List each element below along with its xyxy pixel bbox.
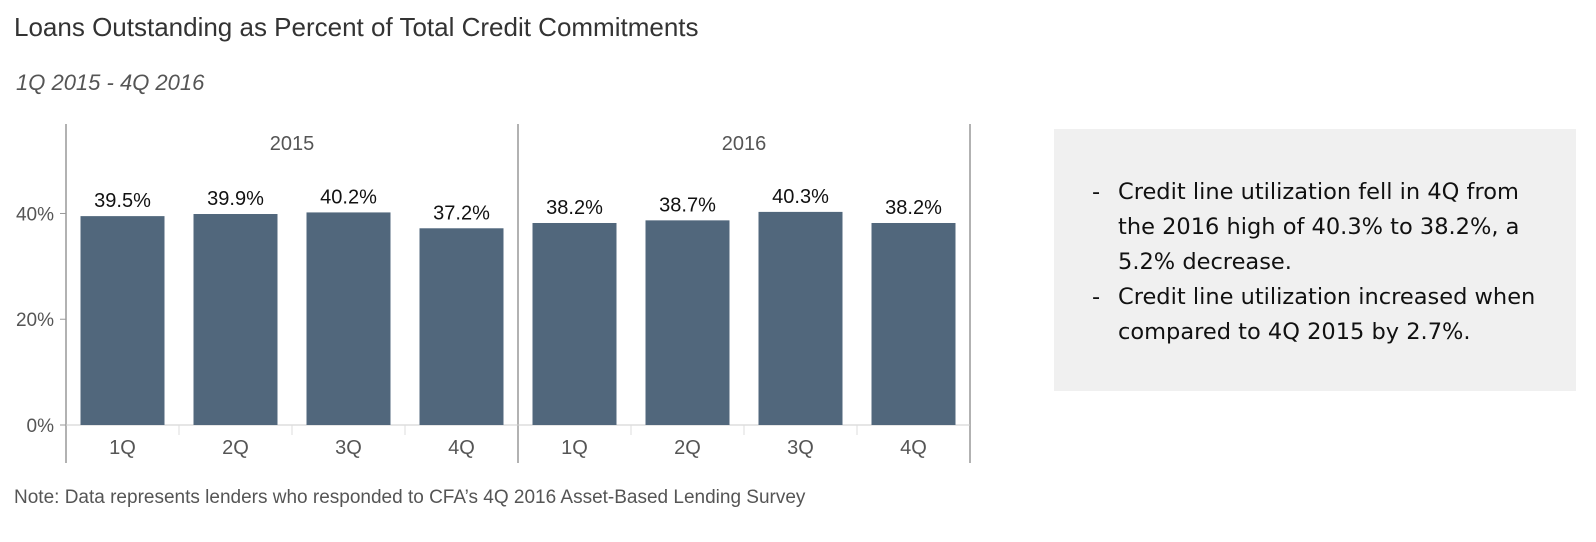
bar — [758, 211, 843, 425]
bar — [645, 220, 730, 425]
bar-value-label: 39.5% — [94, 190, 151, 212]
bar — [532, 222, 617, 425]
year-group-label: 2016 — [722, 133, 767, 155]
chart-title: Loans Outstanding as Percent of Total Cr… — [14, 12, 699, 42]
commentary-bullet: Credit line utilization increased when c… — [1092, 280, 1556, 350]
bar-value-label: 38.2% — [885, 197, 942, 219]
commentary-box: Credit line utilization fell in 4Q from … — [1054, 129, 1576, 391]
y-tick-label: 0% — [27, 416, 55, 437]
bar — [193, 214, 278, 425]
bar — [419, 228, 504, 425]
x-tick-label: 2Q — [222, 437, 249, 459]
bar — [871, 222, 956, 425]
bar-value-label: 39.9% — [207, 188, 264, 210]
bar — [80, 216, 165, 425]
x-tick-label: 3Q — [787, 437, 814, 459]
x-tick-label: 1Q — [109, 437, 136, 459]
y-tick-label: 40% — [16, 204, 54, 225]
bar-value-label: 40.3% — [772, 186, 829, 208]
commentary-bullet: Credit line utilization fell in 4Q from … — [1092, 175, 1556, 280]
bar — [306, 212, 391, 425]
bar-value-label: 38.7% — [659, 194, 716, 216]
footnote: Note: Data represents lenders who respon… — [14, 487, 806, 508]
y-tick-label: 20% — [16, 310, 54, 331]
x-tick-label: 1Q — [561, 437, 588, 459]
year-group-label: 2015 — [270, 133, 315, 155]
x-tick-label: 4Q — [448, 437, 475, 459]
chart-subtitle: 1Q 2015 - 4Q 2016 — [16, 70, 205, 95]
bar-value-label: 37.2% — [433, 202, 490, 224]
bar-value-label: 38.2% — [546, 197, 603, 219]
x-tick-label: 3Q — [335, 437, 362, 459]
x-tick-label: 4Q — [900, 437, 927, 459]
bar-value-label: 40.2% — [320, 186, 377, 208]
bar-chart: 0% 20% 40% 2015 39.5% 1Q 39.9% 2Q 40.2% 3Q 37.2% 4Q… — [16, 124, 971, 463]
x-tick-label: 2Q — [674, 437, 701, 459]
